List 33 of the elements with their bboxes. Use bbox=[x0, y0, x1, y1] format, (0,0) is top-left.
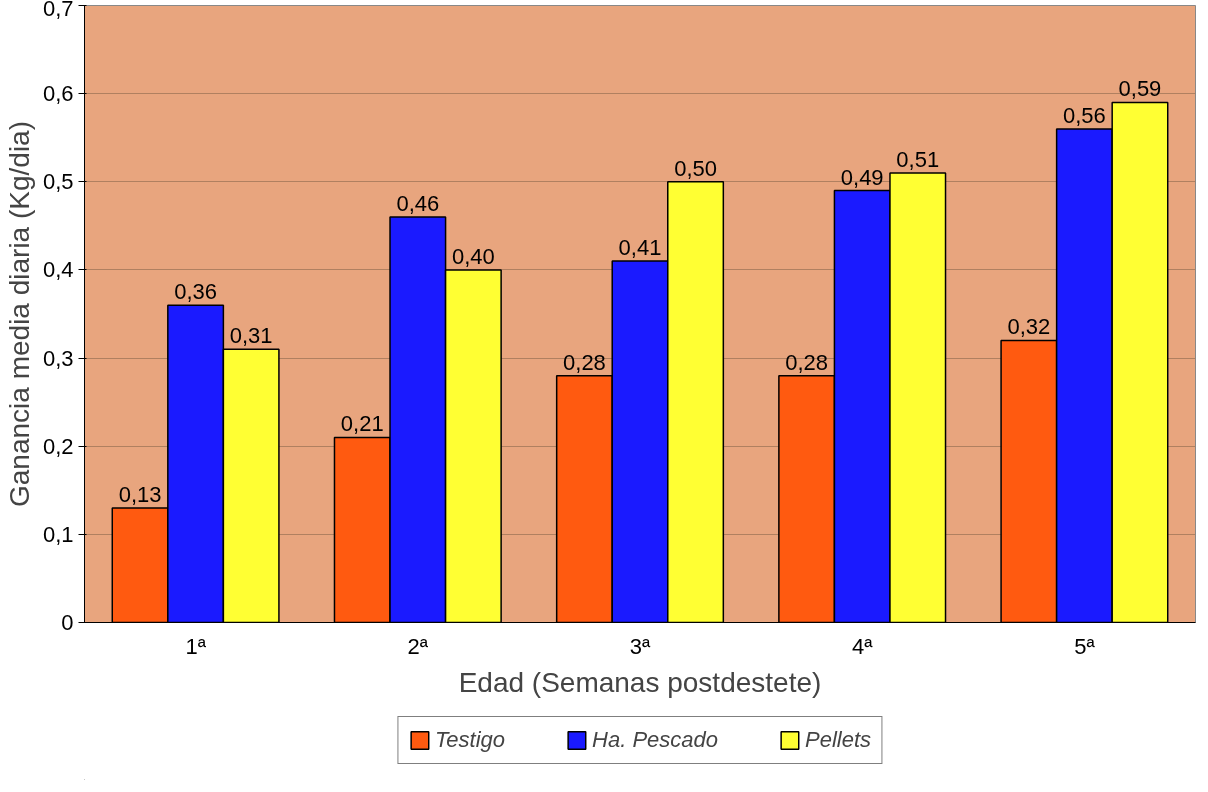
legend-label: Testigo bbox=[434, 727, 506, 753]
y-tick-label: 0,7 bbox=[42, 0, 74, 21]
x-axis-title: Edad (Semanas postdestete) bbox=[458, 666, 822, 698]
x-tick-label: 1ª bbox=[185, 633, 207, 659]
data-label: 0,46 bbox=[396, 191, 440, 217]
data-label: 0,40 bbox=[451, 243, 495, 269]
x-tick-label: 4ª bbox=[852, 633, 874, 659]
data-label: 0,31 bbox=[229, 323, 273, 349]
x-tick-label: 2ª bbox=[407, 633, 429, 659]
data-label: 0,28 bbox=[563, 349, 606, 375]
legend-label: Pellets bbox=[805, 727, 872, 753]
y-axis-title: Ganancia media diaria (Kg/dia) bbox=[3, 121, 35, 507]
data-label: 0,32 bbox=[1007, 314, 1051, 340]
x-tick-label: 5ª bbox=[1074, 633, 1096, 659]
x-tick-label: 3ª bbox=[629, 633, 652, 659]
y-tick-label: 0,4 bbox=[42, 257, 74, 283]
data-label: 0,13 bbox=[118, 481, 162, 507]
data-label: 0,51 bbox=[896, 146, 940, 172]
y-tick-label: 0,1 bbox=[42, 521, 74, 547]
y-tick-label: 0,2 bbox=[42, 433, 74, 459]
y-tick-label: 0 bbox=[61, 610, 74, 635]
y-tick-label: 0,6 bbox=[42, 81, 74, 107]
data-label: 0,50 bbox=[674, 155, 717, 181]
data-label: 0,36 bbox=[174, 279, 218, 305]
y-tick-label: 0,5 bbox=[42, 169, 74, 195]
y-tick-label: 0,3 bbox=[42, 345, 74, 371]
data-label: 0,21 bbox=[340, 411, 384, 437]
data-label: 0,49 bbox=[840, 164, 884, 190]
legend-label: Ha. Pescado bbox=[592, 727, 719, 753]
data-label: 0,56 bbox=[1062, 102, 1106, 128]
data-label: 0,59 bbox=[1118, 76, 1162, 102]
data-label: 0,28 bbox=[785, 349, 829, 375]
data-label: 0,41 bbox=[618, 235, 662, 261]
